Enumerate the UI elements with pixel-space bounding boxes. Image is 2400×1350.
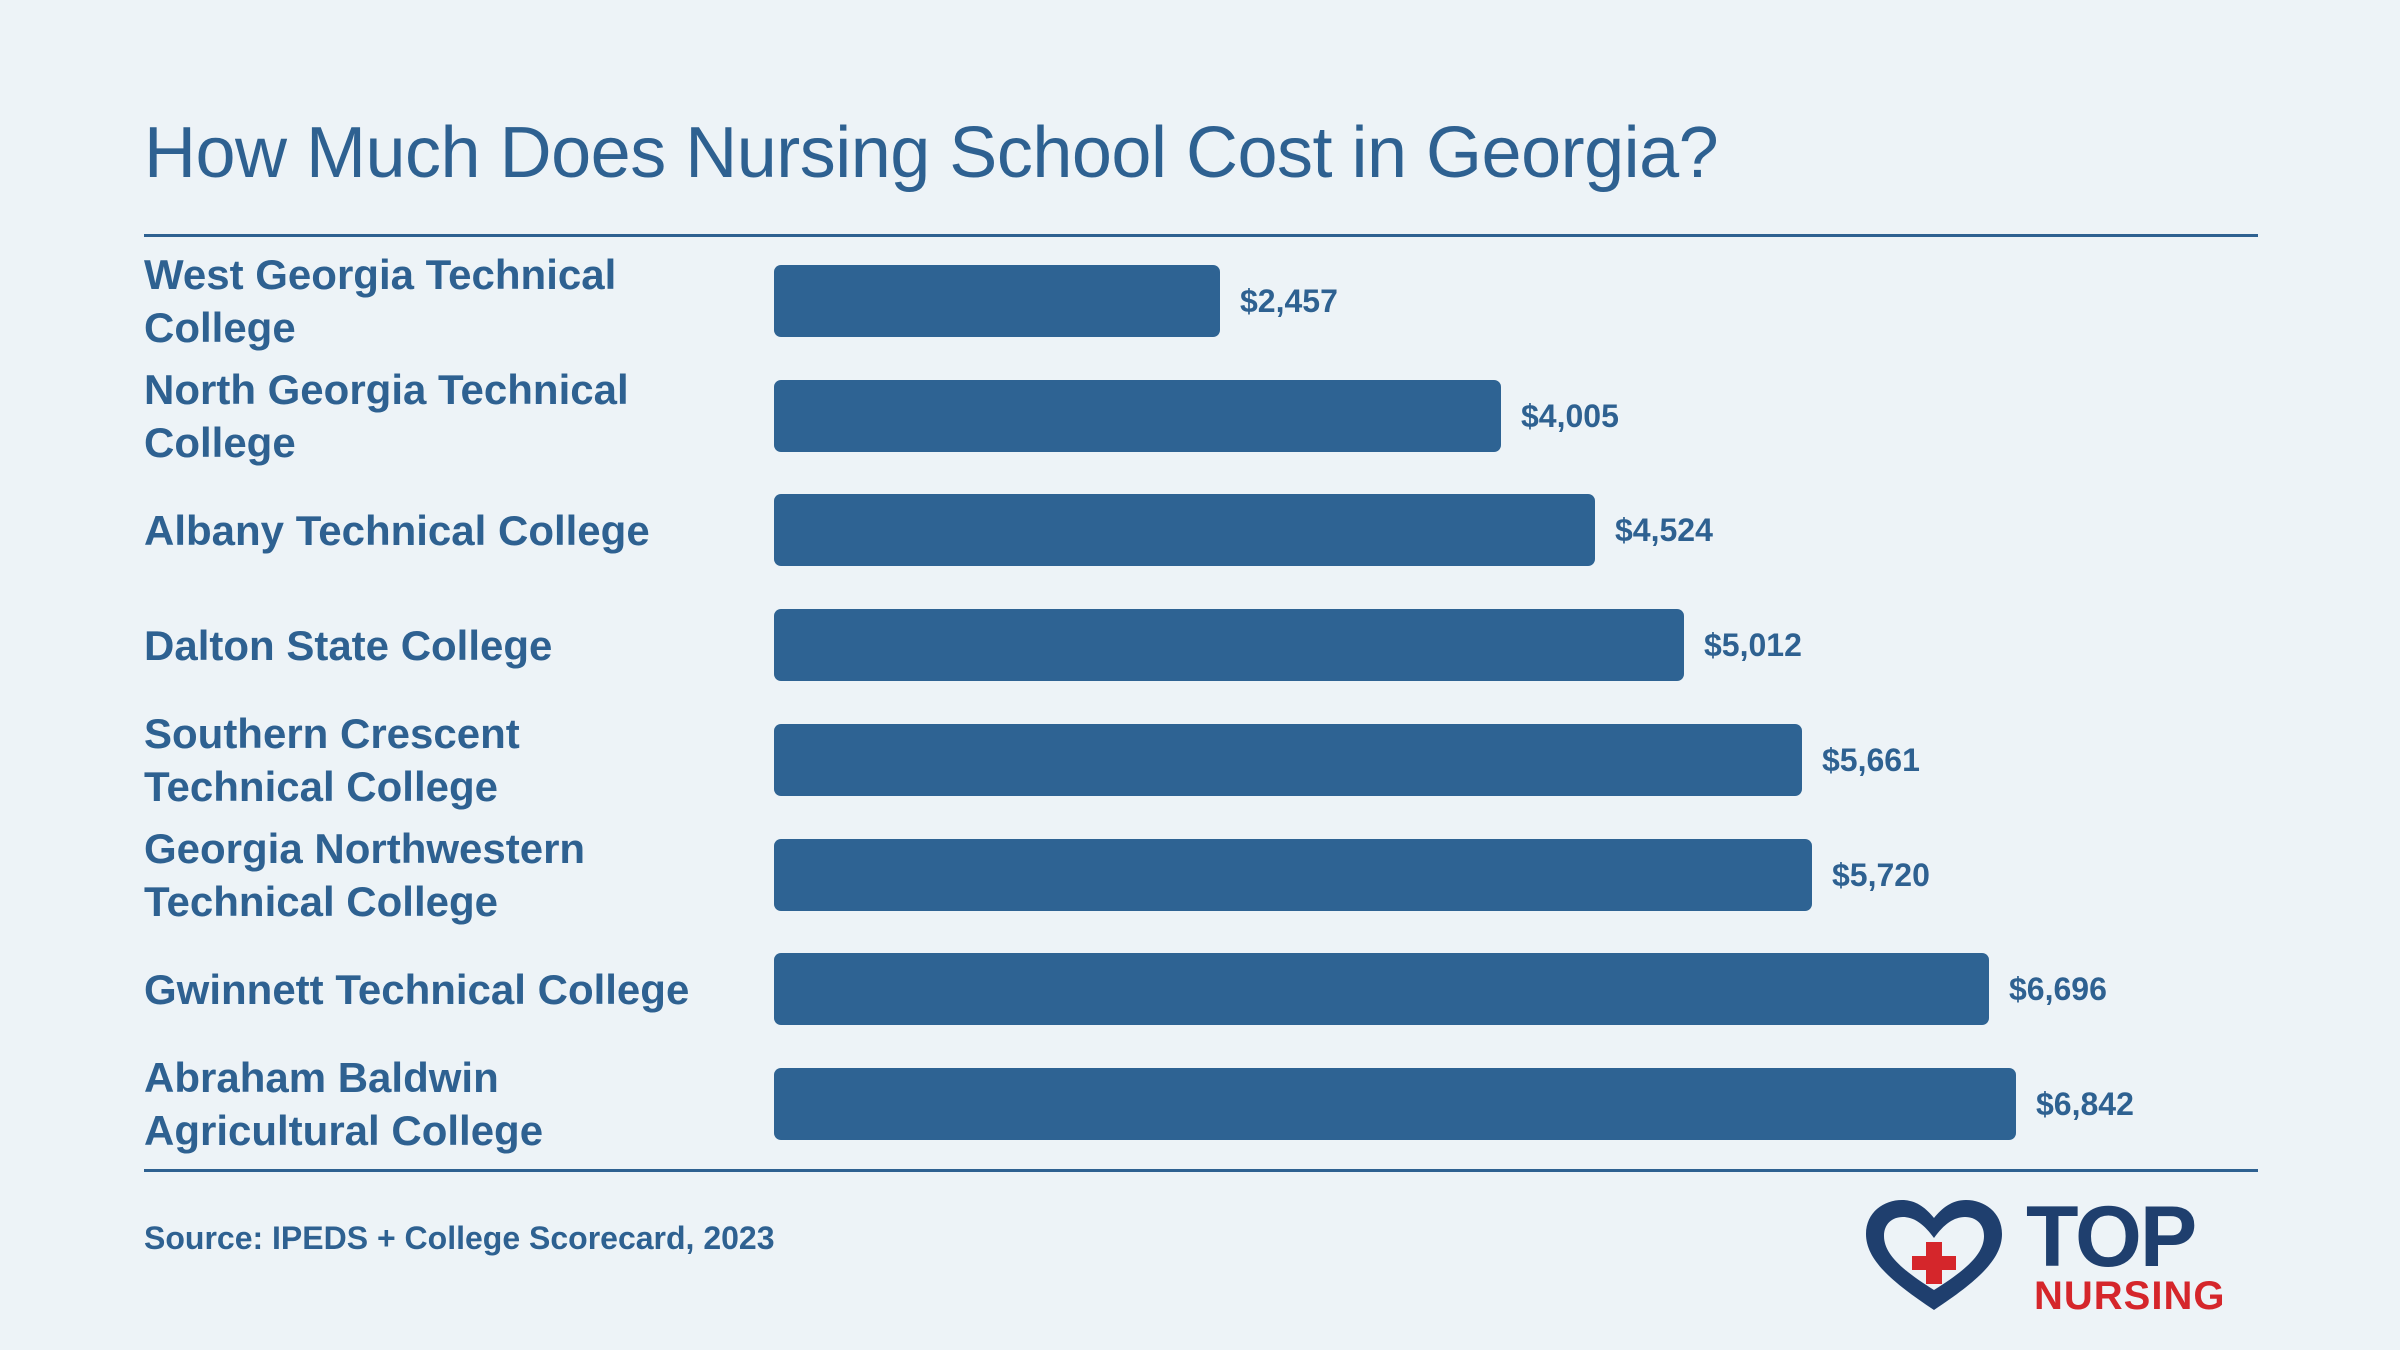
heart-cross-icon	[1866, 1200, 2002, 1310]
top-divider	[144, 234, 2258, 237]
value-label: $6,696	[2009, 971, 2107, 1007]
value-label: $5,012	[1704, 627, 1802, 663]
category-label: Dalton State College	[144, 621, 553, 669]
bar	[774, 953, 1989, 1025]
category-label: Southern Crescent Technical College	[144, 709, 520, 810]
category-label: Abraham Baldwin Agricultural College	[144, 1053, 544, 1154]
bar	[774, 494, 1595, 566]
bottom-divider	[144, 1169, 2258, 1172]
logo-top-text: TOP	[2026, 1189, 2197, 1285]
value-label: $4,524	[1615, 512, 1713, 548]
category-label: West Georgia Technical College	[144, 251, 617, 351]
bar	[774, 1068, 2016, 1140]
bar	[774, 839, 1812, 911]
category-label: Georgia Northwestern Technical College	[144, 824, 586, 925]
source-note: Source: IPEDS + College Scorecard, 2023	[144, 1220, 775, 1256]
value-label: $5,661	[1822, 742, 1920, 778]
value-label: $2,457	[1240, 283, 1338, 319]
value-label: $4,005	[1521, 398, 1619, 434]
bar	[774, 380, 1501, 452]
bar	[774, 265, 1220, 337]
value-label: $6,842	[2036, 1086, 2134, 1122]
chart-title: How Much Does Nursing School Cost in Geo…	[144, 113, 1719, 193]
value-label: $5,720	[1832, 857, 1930, 893]
category-label: North Georgia Technical College	[144, 365, 629, 466]
category-label: Gwinnett Technical College	[144, 965, 690, 1013]
category-label: Albany Technical College	[144, 506, 650, 554]
top-nursing-logo: TOP NURSING	[1862, 1192, 2262, 1318]
logo-nursing-text: NURSING	[2034, 1274, 2226, 1318]
bar	[774, 609, 1684, 681]
bar	[774, 724, 1802, 796]
